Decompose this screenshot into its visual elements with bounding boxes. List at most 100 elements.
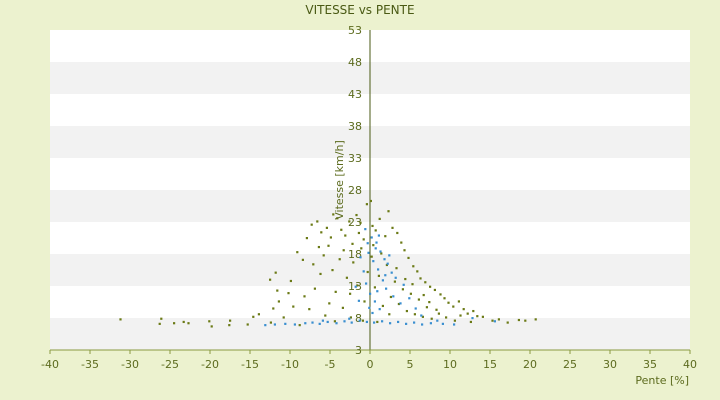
x-axis-title: Pente [%] (635, 374, 689, 387)
data-point (363, 300, 366, 303)
data-point (384, 235, 387, 238)
data-point (472, 309, 475, 313)
data-point (287, 292, 290, 295)
data-point (429, 322, 432, 325)
data-point (377, 268, 380, 271)
data-point (424, 281, 427, 284)
data-point (396, 231, 399, 235)
data-point (365, 203, 368, 206)
data-point (399, 302, 402, 305)
data-point (246, 323, 249, 326)
data-point (414, 307, 417, 310)
data-point (362, 238, 365, 241)
data-point (386, 262, 389, 265)
data-point (377, 274, 380, 277)
data-point (341, 306, 344, 309)
data-point (453, 319, 456, 322)
data-point (445, 316, 448, 319)
data-point (379, 250, 382, 253)
data-point (316, 220, 319, 223)
data-point (389, 295, 392, 299)
data-point (420, 314, 423, 317)
data-point (319, 272, 322, 276)
data-point (351, 242, 354, 245)
data-point (380, 252, 383, 255)
data-point (312, 263, 315, 266)
data-point (356, 284, 359, 287)
data-point (158, 322, 161, 325)
data-point (369, 292, 372, 295)
data-point (366, 242, 369, 245)
x-tick-label: 40 (683, 358, 697, 371)
data-point (366, 270, 369, 274)
data-point (506, 321, 509, 324)
data-point (273, 323, 276, 326)
data-point (354, 285, 357, 288)
data-point (352, 261, 355, 264)
data-point (441, 322, 444, 325)
data-point (407, 256, 410, 260)
data-point (274, 271, 277, 274)
data-point (370, 236, 373, 239)
data-points (119, 199, 537, 328)
x-tick-label: -5 (325, 358, 336, 371)
x-tick-label: -20 (201, 358, 219, 371)
data-point (403, 249, 406, 252)
data-point (374, 229, 377, 232)
data-point (381, 279, 384, 282)
data-point (335, 322, 338, 325)
data-point (359, 221, 362, 224)
x-tick-label: 15 (483, 358, 497, 371)
data-point (389, 322, 392, 325)
data-point (476, 315, 479, 318)
data-point (412, 265, 415, 268)
data-point (409, 292, 412, 295)
data-point (405, 322, 408, 325)
data-point (362, 270, 365, 273)
data-point (327, 244, 330, 247)
data-point (358, 319, 361, 322)
data-point (343, 320, 346, 323)
data-point (385, 263, 388, 267)
data-point (322, 254, 325, 257)
y-tick-label: 43 (348, 88, 362, 101)
y-tick-label: 23 (348, 216, 362, 229)
data-point (252, 315, 255, 318)
data-point (437, 312, 440, 315)
x-tick-label: -25 (161, 358, 179, 371)
data-point (304, 322, 307, 325)
data-point (453, 323, 456, 326)
data-point (372, 244, 375, 247)
y-tick-label: 8 (355, 312, 362, 325)
data-point (325, 226, 328, 229)
data-point (301, 258, 304, 261)
data-point (296, 251, 299, 254)
data-point (359, 256, 362, 259)
data-point (387, 210, 390, 213)
data-point (497, 318, 500, 321)
data-point (282, 316, 285, 319)
data-point (413, 321, 416, 324)
data-point (397, 320, 400, 324)
data-point (331, 269, 334, 272)
data-point (393, 280, 396, 283)
y-tick-label: 28 (348, 184, 362, 197)
data-point (342, 249, 345, 252)
data-point (524, 319, 527, 322)
data-point (187, 322, 190, 325)
data-point (411, 283, 414, 286)
data-point (383, 258, 386, 261)
chart-title: VITESSE vs PENTE (305, 3, 414, 17)
data-point (308, 308, 311, 311)
data-point (447, 301, 450, 304)
y-tick-label: 53 (348, 24, 362, 37)
data-point (336, 217, 339, 220)
data-point (318, 322, 321, 325)
data-point (373, 321, 376, 324)
data-point (421, 323, 424, 326)
data-point (371, 311, 374, 315)
data-point (272, 307, 275, 310)
x-tick-label: 30 (603, 358, 617, 371)
data-point (404, 277, 407, 281)
